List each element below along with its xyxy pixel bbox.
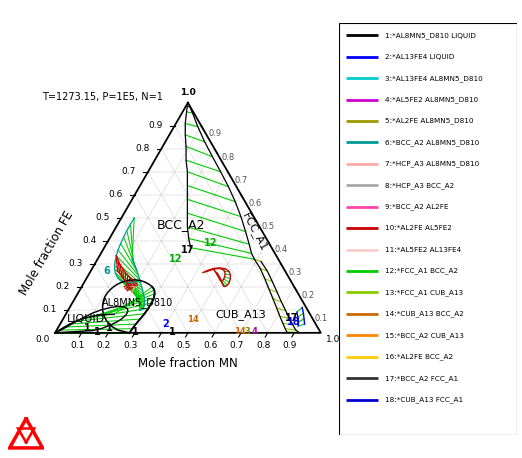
Text: 0.1: 0.1 — [70, 341, 85, 350]
Text: 0.8: 0.8 — [256, 341, 270, 350]
FancyBboxPatch shape — [339, 23, 517, 435]
Text: 3: 3 — [244, 327, 250, 336]
Text: 14: 14 — [187, 315, 199, 323]
Text: 14:*CUB_A13 BCC_A2: 14:*CUB_A13 BCC_A2 — [385, 311, 465, 317]
Text: 11:*AL5FE2 AL13FE4: 11:*AL5FE2 AL13FE4 — [385, 246, 461, 253]
Text: 0.6: 0.6 — [203, 341, 217, 350]
Text: 9:*BCC_A2 AL2FE: 9:*BCC_A2 AL2FE — [385, 203, 449, 210]
Text: 17:*BCC_A2 FCC_A1: 17:*BCC_A2 FCC_A1 — [385, 375, 458, 382]
Text: 0.6: 0.6 — [248, 198, 262, 207]
Text: 1: 1 — [132, 327, 138, 338]
Text: Mole fraction MN: Mole fraction MN — [138, 357, 238, 370]
Text: 1.0: 1.0 — [326, 336, 340, 344]
Text: 14: 14 — [234, 327, 246, 336]
Text: 2: 2 — [162, 319, 169, 329]
Text: 0.7: 0.7 — [230, 341, 244, 350]
Text: 13:*FCC_A1 CUB_A13: 13:*FCC_A1 CUB_A13 — [385, 289, 464, 296]
Text: 12: 12 — [204, 238, 217, 248]
Text: 0.3: 0.3 — [123, 341, 138, 350]
Text: 7:*HCP_A3 AL8MN5_D810: 7:*HCP_A3 AL8MN5_D810 — [385, 160, 480, 167]
Text: CUB_A13: CUB_A13 — [216, 309, 266, 320]
Text: 0.0: 0.0 — [35, 336, 50, 344]
Text: 0.8: 0.8 — [222, 153, 235, 162]
Text: 0.7: 0.7 — [235, 175, 248, 185]
Text: 12:*FCC_A1 BCC_A2: 12:*FCC_A1 BCC_A2 — [385, 267, 458, 274]
Text: 0.7: 0.7 — [122, 167, 136, 176]
Text: 12: 12 — [169, 254, 183, 264]
Text: 0.6: 0.6 — [109, 190, 123, 199]
Text: 15:*BCC_A2 CUB_A13: 15:*BCC_A2 CUB_A13 — [385, 332, 465, 339]
Text: 8:*HCP_A3 BCC_A2: 8:*HCP_A3 BCC_A2 — [385, 182, 455, 189]
Text: 5:*AL2FE AL8MN5_D810: 5:*AL2FE AL8MN5_D810 — [385, 118, 474, 125]
Text: 6:*BCC_A2 AL8MN5_D810: 6:*BCC_A2 AL8MN5_D810 — [385, 139, 480, 146]
Text: 0.9: 0.9 — [148, 121, 163, 130]
Text: 0.2: 0.2 — [301, 290, 315, 300]
Text: 6: 6 — [103, 266, 110, 276]
Text: 0.2: 0.2 — [55, 282, 69, 291]
Text: 1: 1 — [106, 323, 113, 333]
Text: Mole fraction FE: Mole fraction FE — [18, 209, 76, 297]
Text: 0.4: 0.4 — [275, 245, 288, 254]
Text: 18:*CUB_A13 FCC_A1: 18:*CUB_A13 FCC_A1 — [385, 396, 464, 403]
Text: T=1273.15, P=1E5, N=1: T=1273.15, P=1E5, N=1 — [42, 92, 163, 102]
Text: 0.1: 0.1 — [42, 305, 56, 314]
Text: 0.9: 0.9 — [283, 341, 297, 350]
Text: 3:*AL13FE4 AL8MN5_D810: 3:*AL13FE4 AL8MN5_D810 — [385, 75, 483, 82]
Text: 0.8: 0.8 — [135, 144, 149, 153]
Text: 16:*AL2FE BCC_A2: 16:*AL2FE BCC_A2 — [385, 354, 454, 360]
Text: 10:*AL2FE AL5FE2: 10:*AL2FE AL5FE2 — [385, 225, 453, 231]
Text: AL8MN5_D810: AL8MN5_D810 — [102, 297, 173, 308]
Text: 18: 18 — [287, 317, 300, 327]
Text: 0.5: 0.5 — [95, 213, 110, 222]
Text: 0.4: 0.4 — [82, 236, 96, 245]
Text: 0.3: 0.3 — [68, 259, 83, 268]
Text: 1: 1 — [93, 327, 100, 337]
Text: 4:*AL5FE2 AL8MN5_D810: 4:*AL5FE2 AL8MN5_D810 — [385, 96, 479, 103]
Text: 17: 17 — [285, 313, 299, 323]
Text: 7: 7 — [130, 286, 136, 295]
Text: 1: 1 — [84, 323, 90, 333]
Text: 0.1: 0.1 — [315, 314, 328, 322]
Text: LIQUID: LIQUID — [66, 314, 105, 324]
Text: 0.5: 0.5 — [176, 341, 191, 350]
Text: 0.9: 0.9 — [208, 130, 221, 138]
Text: 2:*AL13FE4 LIQUID: 2:*AL13FE4 LIQUID — [385, 54, 455, 60]
Text: 1:*AL8MN5_D810 LIQUID: 1:*AL8MN5_D810 LIQUID — [385, 32, 476, 38]
Text: BCC_A2: BCC_A2 — [157, 218, 206, 231]
Text: 1.0: 1.0 — [180, 88, 196, 98]
Text: 4: 4 — [252, 327, 258, 337]
Text: 0.3: 0.3 — [288, 267, 301, 277]
Text: 17: 17 — [181, 245, 195, 255]
Text: 0.2: 0.2 — [97, 341, 111, 350]
Text: 1: 1 — [169, 327, 175, 338]
Text: FCC_A1: FCC_A1 — [240, 210, 269, 253]
Text: 0.5: 0.5 — [262, 222, 275, 230]
Text: 0.4: 0.4 — [150, 341, 164, 350]
